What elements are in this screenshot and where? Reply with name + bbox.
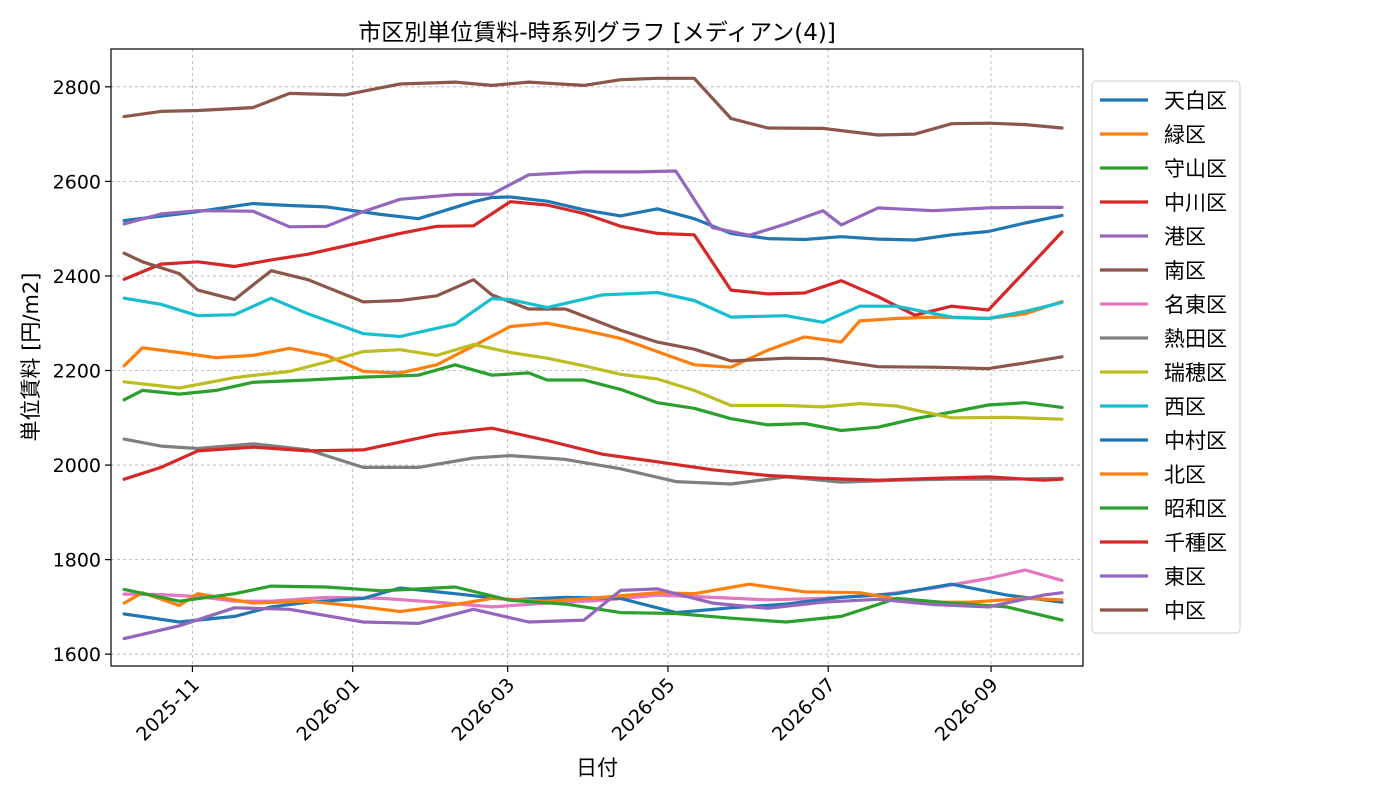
legend-item: 名東区 — [1100, 293, 1227, 317]
y-tick-label: 1800 — [53, 550, 101, 572]
series-line-1 — [122, 299, 1064, 375]
legend-label: 天白区 — [1164, 89, 1227, 113]
series-line-2 — [122, 363, 1064, 433]
series-line-10 — [122, 582, 1064, 624]
y-axis: 1600 1800 2000 2200 2400 2600 2800 — [53, 77, 111, 666]
series-line-5 — [122, 251, 1064, 371]
legend-item: 東区 — [1100, 565, 1206, 589]
legend-label: 熱田区 — [1164, 327, 1227, 351]
x-axis-label: 日付 — [576, 756, 618, 780]
y-axis-label: 単位賃料 [円/m2] — [19, 273, 43, 442]
legend-label: 中川区 — [1164, 191, 1227, 215]
legend-item: 西区 — [1100, 395, 1206, 419]
legend-label: 緑区 — [1164, 123, 1206, 147]
legend-item: 北区 — [1100, 463, 1206, 487]
y-tick-label: 2000 — [53, 455, 101, 477]
legend-item: 中川区 — [1100, 191, 1227, 215]
series-line-15 — [122, 76, 1064, 137]
legend-label: 東区 — [1164, 565, 1206, 589]
legend-box — [1091, 80, 1241, 634]
series-line-12 — [122, 584, 1064, 624]
legend-label: 名東区 — [1164, 293, 1227, 317]
legend-item: 守山区 — [1100, 157, 1227, 181]
legend-item: 千種区 — [1100, 531, 1227, 555]
series-line-9 — [122, 290, 1064, 339]
series-layer — [122, 76, 1064, 641]
plot-frame — [110, 48, 1084, 667]
series-line-0 — [122, 195, 1064, 242]
series-line-4 — [122, 169, 1064, 237]
legend-item: 中村区 — [1100, 429, 1227, 453]
y-tick-label: 2800 — [53, 77, 101, 99]
series-line-13 — [122, 426, 1064, 482]
legend-label: 中区 — [1164, 599, 1206, 623]
legend-label: 昭和区 — [1164, 497, 1227, 521]
legend-label: 港区 — [1164, 225, 1206, 249]
legend-item: 天白区 — [1100, 89, 1227, 113]
legend-label: 北区 — [1164, 463, 1206, 487]
legend-label: 守山区 — [1164, 157, 1227, 181]
legend-label: 南区 — [1164, 259, 1206, 283]
legend-item: 昭和区 — [1100, 497, 1227, 521]
legend-label: 瑞穂区 — [1164, 361, 1227, 385]
legend-item: 中区 — [1100, 599, 1206, 623]
legend-item: 熱田区 — [1100, 327, 1227, 351]
legend-item: 瑞穂区 — [1100, 361, 1227, 385]
y-tick-label: 2600 — [53, 171, 101, 193]
legend-item: 緑区 — [1100, 123, 1206, 147]
legend-item: 港区 — [1100, 225, 1206, 249]
series-line-8 — [122, 342, 1064, 421]
y-tick-label: 2400 — [53, 266, 101, 288]
legend-label: 中村区 — [1164, 429, 1227, 453]
y-tick-label: 1600 — [53, 644, 101, 666]
chart-title: 市区別単位賃料-時系列グラフ [メディアン(4)] — [358, 20, 836, 46]
legend-label: 西区 — [1164, 395, 1206, 419]
series-line-3 — [122, 200, 1064, 317]
legend-item: 南区 — [1100, 259, 1206, 283]
legend-label: 千種区 — [1164, 531, 1227, 555]
legend: 天白区緑区守山区中川区港区南区名東区熱田区瑞穂区西区中村区北区昭和区千種区東区中… — [1091, 80, 1241, 634]
y-tick-label: 2200 — [53, 361, 101, 383]
series-line-14 — [122, 587, 1064, 641]
